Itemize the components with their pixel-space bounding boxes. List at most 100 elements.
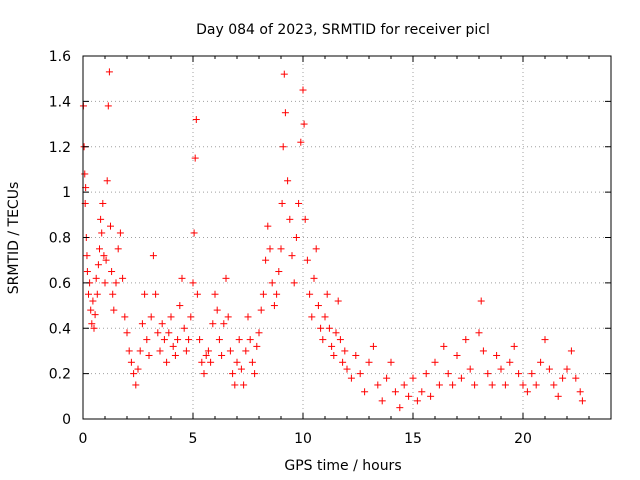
data-point bbox=[102, 256, 110, 264]
data-point bbox=[97, 215, 105, 223]
data-point bbox=[169, 342, 177, 350]
data-point bbox=[310, 274, 318, 282]
data-point bbox=[325, 324, 333, 332]
data-point bbox=[147, 313, 155, 321]
y-tick-label: 1.4 bbox=[49, 94, 71, 110]
data-point bbox=[171, 351, 179, 359]
data-point bbox=[87, 306, 95, 314]
data-point bbox=[453, 351, 461, 359]
data-point bbox=[125, 347, 133, 355]
data-point bbox=[273, 290, 281, 298]
data-point bbox=[81, 170, 89, 178]
data-point bbox=[281, 109, 289, 117]
data-point bbox=[94, 261, 102, 269]
data-point bbox=[119, 274, 127, 282]
x-axis-label: GPS time / hours bbox=[284, 458, 401, 474]
data-point bbox=[192, 116, 200, 124]
data-point bbox=[427, 392, 435, 400]
data-point bbox=[134, 365, 142, 373]
data-point bbox=[257, 306, 265, 314]
data-point bbox=[93, 290, 101, 298]
data-point bbox=[251, 370, 259, 378]
data-point bbox=[240, 381, 248, 389]
data-point bbox=[145, 351, 153, 359]
data-point bbox=[165, 329, 173, 337]
data-point bbox=[99, 199, 107, 207]
y-tick-label: 1 bbox=[62, 185, 71, 201]
data-point bbox=[266, 245, 274, 253]
data-point bbox=[158, 320, 166, 328]
data-point bbox=[187, 313, 195, 321]
data-point bbox=[178, 274, 186, 282]
data-point bbox=[104, 102, 112, 110]
data-point bbox=[83, 252, 91, 260]
data-point bbox=[235, 336, 243, 344]
data-point bbox=[541, 336, 549, 344]
data-point bbox=[231, 381, 239, 389]
data-point bbox=[578, 397, 586, 405]
data-point bbox=[220, 320, 228, 328]
data-point bbox=[457, 374, 465, 382]
data-point bbox=[550, 381, 558, 389]
data-point bbox=[292, 234, 300, 241]
data-point bbox=[405, 392, 413, 400]
data-points bbox=[79, 68, 586, 412]
data-point bbox=[200, 370, 208, 378]
data-point bbox=[297, 138, 305, 146]
data-point bbox=[462, 336, 470, 344]
data-point bbox=[321, 313, 329, 321]
data-point bbox=[154, 329, 162, 337]
chart-title: Day 084 of 2023, SRMTID for receiver pic… bbox=[196, 22, 490, 38]
data-point bbox=[312, 245, 320, 253]
data-point bbox=[559, 374, 567, 382]
data-point bbox=[336, 336, 344, 344]
data-point bbox=[185, 336, 193, 344]
data-point bbox=[330, 351, 338, 359]
data-point bbox=[422, 370, 430, 378]
data-point bbox=[440, 342, 448, 350]
y-tick-label: 1.2 bbox=[49, 140, 71, 156]
x-tick-label: 5 bbox=[189, 431, 198, 447]
data-point bbox=[92, 274, 100, 282]
data-point bbox=[229, 370, 237, 378]
data-point bbox=[365, 358, 373, 366]
data-point bbox=[396, 404, 404, 412]
data-point bbox=[334, 297, 342, 305]
y-tick-label: 1.6 bbox=[49, 49, 71, 65]
data-point bbox=[471, 381, 479, 389]
data-point bbox=[121, 313, 129, 321]
data-point bbox=[545, 365, 553, 373]
data-point bbox=[105, 68, 113, 76]
data-point bbox=[85, 290, 92, 298]
data-point bbox=[91, 311, 99, 319]
data-point bbox=[141, 290, 149, 298]
data-point bbox=[519, 381, 527, 389]
x-tick-label: 15 bbox=[404, 431, 422, 447]
data-point bbox=[213, 306, 221, 314]
data-point bbox=[248, 358, 256, 366]
data-point bbox=[132, 381, 140, 389]
data-point bbox=[528, 370, 536, 378]
grid-lines bbox=[83, 56, 611, 419]
data-point bbox=[328, 342, 336, 350]
y-tick-label: 0 bbox=[62, 412, 71, 428]
data-point bbox=[90, 324, 98, 332]
data-point bbox=[361, 388, 369, 396]
data-point bbox=[356, 370, 364, 378]
data-point bbox=[400, 381, 408, 389]
data-point bbox=[314, 302, 322, 310]
data-point bbox=[88, 320, 96, 328]
data-point bbox=[339, 358, 347, 366]
data-point bbox=[110, 306, 118, 314]
data-point bbox=[233, 358, 241, 366]
data-point bbox=[290, 279, 298, 287]
data-point bbox=[180, 324, 188, 332]
data-point bbox=[100, 252, 108, 260]
x-tick-label: 0 bbox=[79, 431, 88, 447]
data-point bbox=[352, 351, 360, 359]
data-point bbox=[477, 297, 485, 305]
data-point bbox=[204, 347, 212, 355]
data-point bbox=[116, 229, 124, 237]
data-point bbox=[567, 347, 575, 355]
x-tick-label: 20 bbox=[514, 431, 532, 447]
